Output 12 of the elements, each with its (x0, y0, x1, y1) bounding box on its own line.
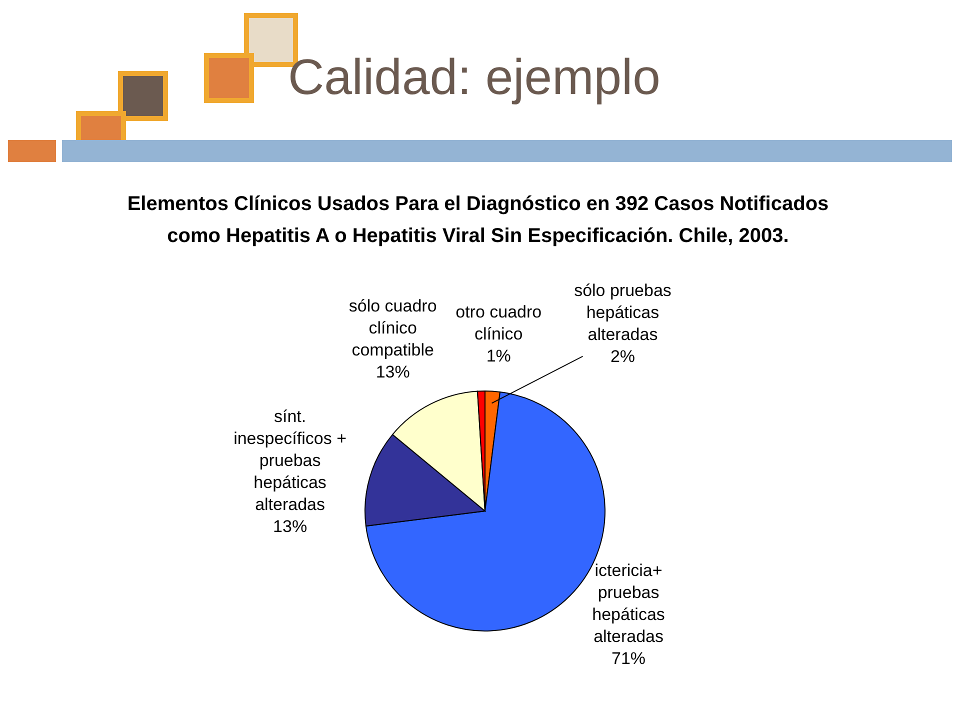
data-label: 2% (610, 346, 636, 366)
chart-title: Calidad: ejemplo (288, 48, 660, 106)
data-label: 13% (376, 362, 410, 382)
data-label: 71% (612, 649, 646, 668)
data-label: 13% (273, 517, 308, 536)
slice-label: sínt. inespecíficos + pruebas hepáticas alteradas (234, 407, 347, 514)
slice-label: sólo cuadro clínico compatible (348, 296, 437, 360)
chart-subtitle: Elementos Clínicos Usados Para el Diagnóstico en 392 Casos Notificados como Hepatitis A o Hepatitis Viral Sin Especificación. Chile, 2003. (126, 192, 830, 249)
slice-label: sólo pruebas hepáticas alteradas (574, 280, 672, 344)
slice-label: ictericia+ pruebas hepáticas alteradas (592, 561, 665, 646)
data-label: 1% (486, 346, 511, 366)
slice-label: otro cuadro clínico (456, 302, 542, 344)
